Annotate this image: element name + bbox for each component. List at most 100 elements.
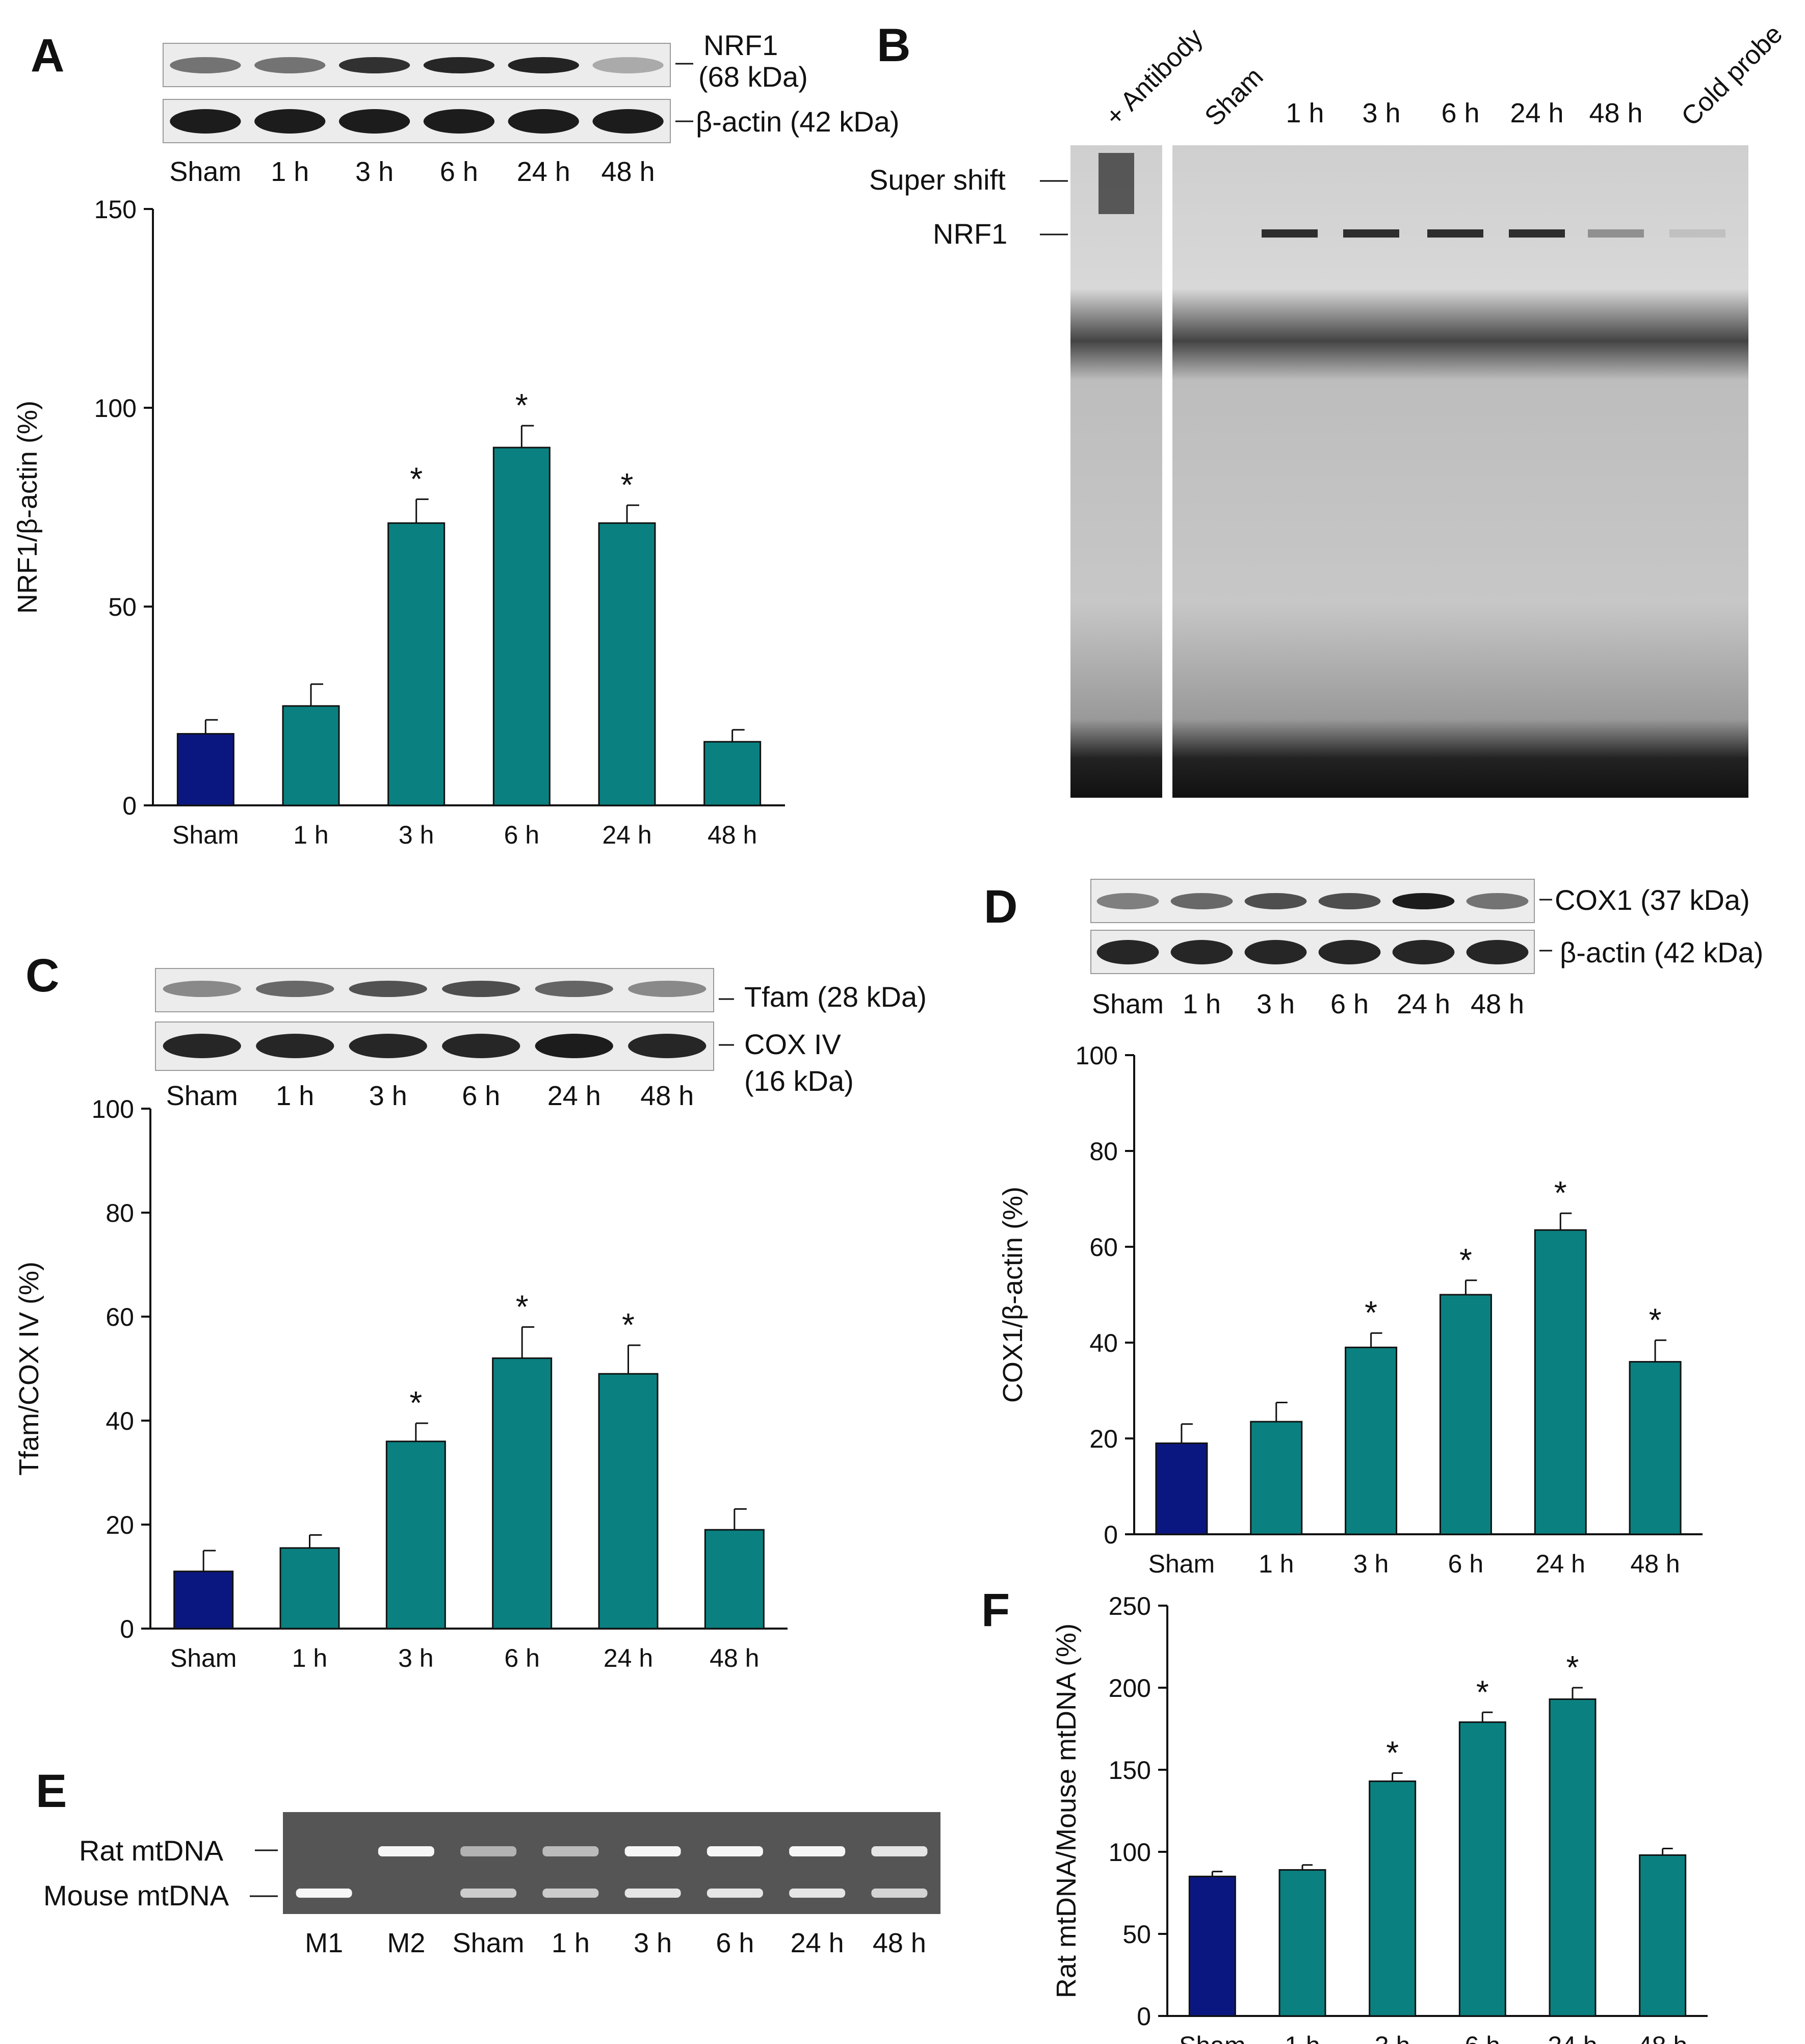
blot-a-lane-label: 1 h (271, 156, 309, 187)
blot-a-nrf1-label: NRF1 (703, 29, 778, 61)
blot-band (1096, 940, 1159, 964)
x-tick-label: 6 h (504, 821, 540, 849)
blot-c-lane-label: Sham (166, 1081, 238, 1111)
blot-c-lane-label: 48 h (640, 1081, 694, 1111)
x-tick-label: 1 h (292, 1644, 328, 1672)
bar (1639, 1854, 1687, 2017)
panel-label-a: A (31, 30, 64, 82)
bar (492, 447, 551, 806)
x-tick-label: 24 h (604, 1644, 653, 1672)
blot-band (1244, 940, 1307, 964)
bar (1278, 1869, 1326, 2017)
x-tick-label: 48 h (708, 821, 757, 849)
blot-band (1392, 893, 1455, 909)
blot-band (170, 57, 241, 73)
gel-band-rat (707, 1846, 763, 1856)
blot-band (592, 109, 664, 134)
bar (385, 1440, 446, 1630)
y-axis-label: Tfam/COX IV (%) (14, 1262, 44, 1476)
x-tick-label: 48 h (1638, 2031, 1687, 2044)
bar (1369, 1780, 1417, 2017)
blot-c-tfam-strip (155, 968, 714, 1012)
y-tick-label: 40 (106, 1407, 134, 1435)
x-tick-label: 48 h (710, 1644, 759, 1672)
y-tick-label: 60 (1089, 1233, 1118, 1262)
blot-band (338, 109, 410, 134)
bar (1155, 1442, 1208, 1535)
gel-band-rat (542, 1846, 599, 1856)
emsa-nrf1-band (1262, 229, 1318, 238)
bar (703, 741, 762, 806)
x-tick-label: 3 h (399, 821, 434, 849)
y-tick-label: 40 (1089, 1329, 1118, 1357)
panel-label-d: D (984, 881, 1017, 933)
x-tick-label: 48 h (1630, 1550, 1680, 1578)
y-tick-label: 0 (122, 792, 137, 820)
x-tick-label: 1 h (293, 821, 329, 849)
gel-e: Rat mtDNA Mouse mtDNA M1 M2 Sham 1 h 3 h 6 h 2… (43, 1812, 940, 1958)
significance-star: * (409, 1384, 422, 1421)
y-tick-label: 50 (108, 593, 137, 621)
gel-e-lane-label: 24 h (791, 1928, 844, 1958)
blot-a-nrf1-strip (163, 43, 671, 87)
western-blot-d: COX1 (37 kDa) β-actin (42 kDa) Sham 1 h 3 … (1090, 879, 1763, 1019)
blot-a-nrf1-kda: (68 kDa) (698, 61, 808, 93)
blot-d-lane-label: 6 h (1330, 989, 1369, 1019)
blot-c-cox4-kda: (16 kDa) (744, 1065, 854, 1097)
x-tick-label: Sham (172, 821, 239, 849)
blot-band (628, 981, 707, 997)
gel-e-rat-label: Rat mtDNA (79, 1835, 224, 1867)
gel-band-rat (871, 1846, 928, 1856)
blot-d-lane-label: 3 h (1257, 989, 1295, 1019)
emsa-lane-label: + Antibody (1100, 23, 1209, 132)
y-tick-label: 250 (1109, 1592, 1151, 1620)
emsa-nrf1-band (1188, 229, 1244, 238)
gel-e-mouse-label: Mouse mtDNA (43, 1879, 229, 1911)
blot-c-lane-label: 24 h (547, 1081, 601, 1111)
blot-band (1466, 940, 1529, 964)
x-tick-label: 24 h (602, 821, 651, 849)
x-tick-label: 3 h (1353, 1550, 1389, 1578)
blot-d-actin-strip (1090, 930, 1535, 974)
panel-label-f: F (981, 1584, 1010, 1636)
gel-band-mouse (542, 1889, 599, 1898)
panel-label-b: B (877, 19, 910, 71)
gel-e-lane-label: 1 h (552, 1928, 590, 1958)
x-tick-label: Sham (1179, 2031, 1246, 2044)
x-tick-label: 6 h (1465, 2031, 1501, 2044)
y-axis-label: Rat mtDNA/Mouse mtDNA (%) (1051, 1623, 1082, 1998)
blot-band (254, 109, 326, 134)
gel-band-mouse (871, 1889, 928, 1898)
x-tick-label: 1 h (1285, 2031, 1320, 2044)
emsa-lane-label: Cold probe (1676, 19, 1788, 132)
emsa-main-gel (1172, 145, 1748, 798)
blot-a-lane-label: 24 h (517, 156, 570, 187)
gel-band-mouse (296, 1889, 352, 1898)
significance-star: * (1649, 1301, 1662, 1338)
bar (704, 1529, 765, 1630)
x-tick-label: Sham (1148, 1550, 1215, 1578)
x-tick-label: 6 h (1448, 1550, 1484, 1578)
blot-band (508, 109, 579, 134)
blot-band (349, 1034, 427, 1058)
gel-band-mouse (460, 1889, 517, 1898)
blot-d-lane-label: 1 h (1183, 989, 1221, 1019)
panel-label-c: C (25, 950, 59, 1002)
blot-band (163, 1034, 241, 1058)
bar (1534, 1229, 1587, 1535)
blot-a-lane-label: 48 h (601, 156, 655, 187)
blot-band (1244, 893, 1307, 909)
significance-star: * (622, 1306, 635, 1343)
significance-star: * (1365, 1294, 1377, 1331)
y-tick-label: 200 (1109, 1674, 1151, 1702)
bar (282, 705, 340, 806)
gel-e-lane-label: Sham (453, 1928, 525, 1958)
x-tick-label: 3 h (1375, 2031, 1410, 2044)
blot-band (1096, 893, 1159, 909)
y-tick-label: 150 (94, 195, 137, 224)
blot-band (349, 981, 427, 997)
significance-star: * (1459, 1242, 1472, 1278)
blot-d-cox1-strip (1090, 879, 1535, 923)
y-tick-label: 100 (1109, 1838, 1151, 1867)
blot-c-lane-label: 3 h (369, 1081, 407, 1111)
